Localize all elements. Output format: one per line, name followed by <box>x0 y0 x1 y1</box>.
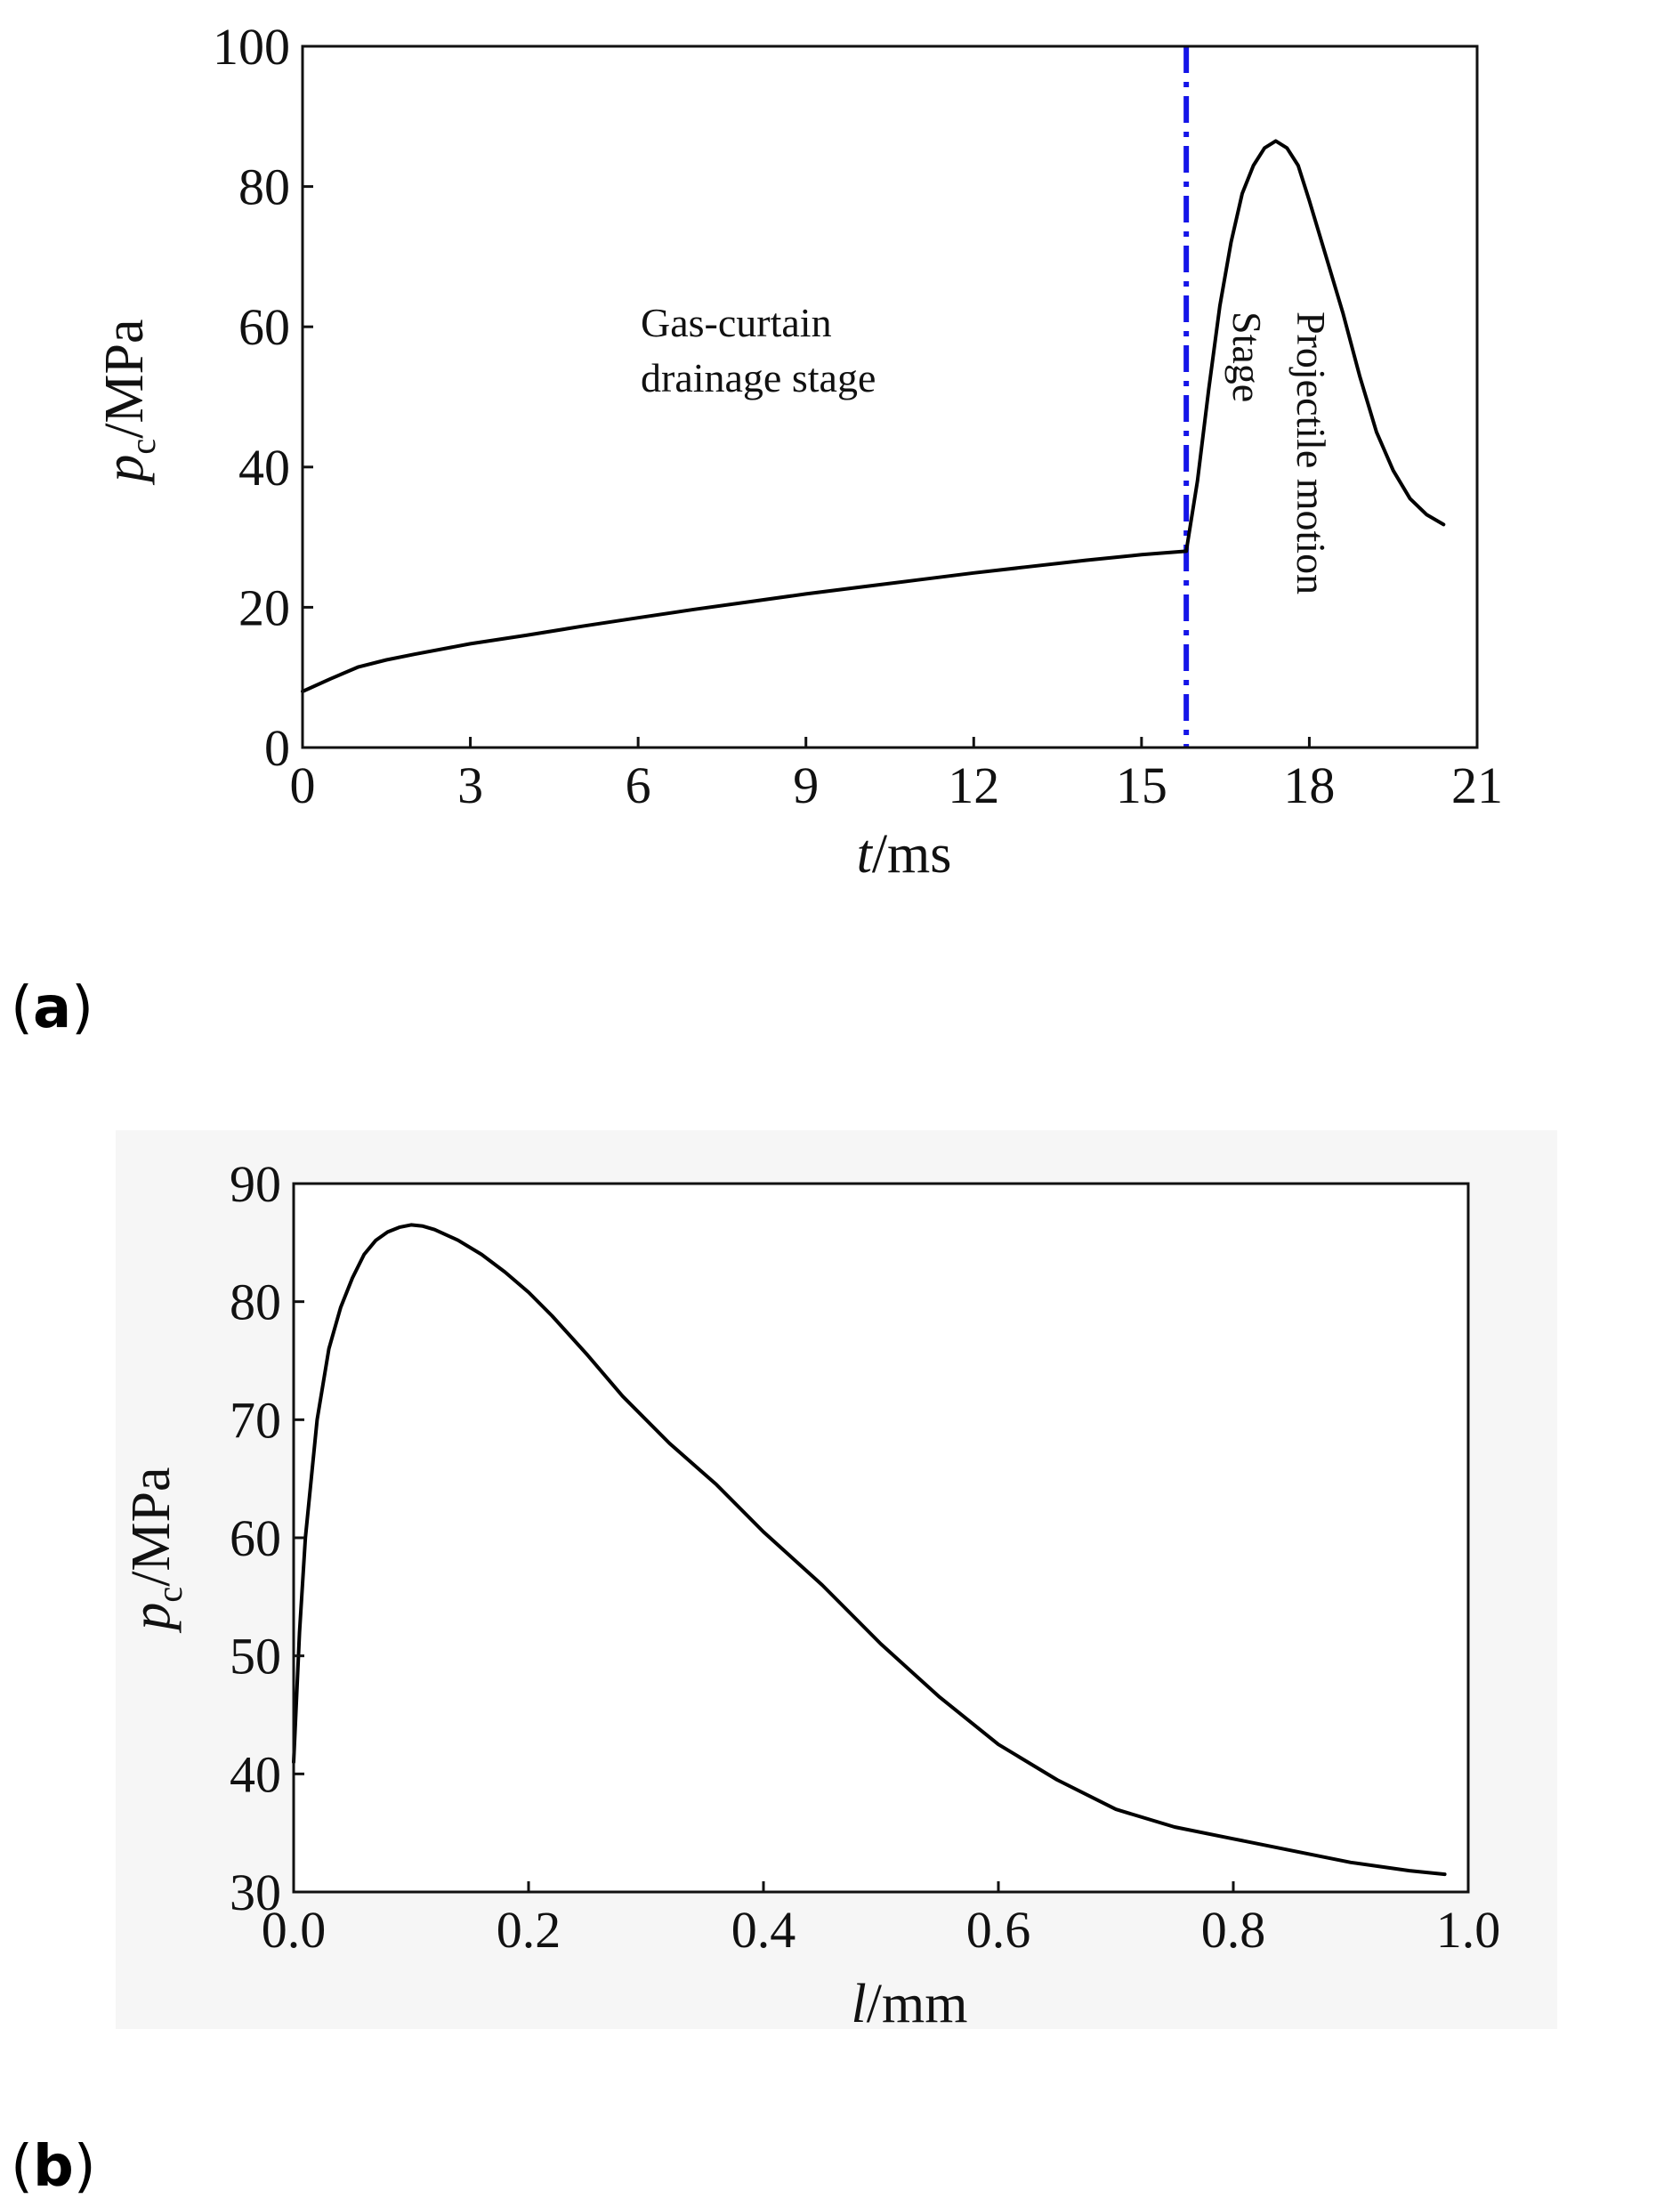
panel-label-a-open: ( <box>11 975 33 1041</box>
panel-label-a: (a) <box>11 975 93 1041</box>
b-y-tick-label: 70 <box>230 1391 281 1449</box>
b-y-tick-label: 50 <box>230 1628 281 1686</box>
a-x-tick-label: 9 <box>793 756 819 814</box>
chart-a-plot-frame <box>301 44 1479 749</box>
chart-a-y-axis-label: pc/MPa <box>94 319 163 485</box>
a-x-tick-label: 18 <box>1283 756 1335 814</box>
a-y-tick-label: 0 <box>264 719 290 777</box>
chart-a-x-axis-var: t <box>857 824 874 885</box>
annotation-gas-curtain-line1: Gas-curtain <box>641 300 832 345</box>
b-x-tick-label: 0.0 <box>262 1901 327 1959</box>
b-y-tick-label: 40 <box>230 1745 281 1803</box>
a-y-tick-label: 40 <box>238 439 290 497</box>
b-y-tick-label: 60 <box>230 1509 281 1567</box>
a-y-tick-label: 20 <box>238 578 290 636</box>
a-x-tick-label: 6 <box>626 756 651 814</box>
chart-a-y-axis-var: p <box>94 455 155 486</box>
b-y-tick-label: 80 <box>230 1273 281 1331</box>
chart-b-x-axis-unit: /mm <box>867 1974 968 2034</box>
chart-a: Gas-curtain drainage stage Projectile mo… <box>0 0 1680 890</box>
panel-label-a-close: ) <box>71 975 93 1041</box>
b-y-tick-label: 30 <box>230 1863 281 1921</box>
chart-b-plot-area <box>294 1184 1468 1892</box>
chart-b-y-axis-unit: /MPa <box>121 1467 182 1586</box>
b-x-tick-label: 0.2 <box>497 1901 561 1959</box>
a-x-tick-label: 21 <box>1451 756 1503 814</box>
a-series-line-pressure <box>301 139 1446 693</box>
b-y-tick-label: 90 <box>230 1155 281 1213</box>
a-y-tick-label: 80 <box>238 158 290 216</box>
a-x-tick-label: 12 <box>948 756 999 814</box>
chart-a-y-axis-sub: c <box>123 439 163 455</box>
b-x-tick-label: 0.6 <box>966 1901 1031 1959</box>
a-x-tick-label: 0 <box>290 756 316 814</box>
b-x-tick-label: 1.0 <box>1436 1901 1501 1959</box>
b-x-tick-label: 0.4 <box>731 1901 796 1959</box>
panel-label-b-close: ) <box>74 2134 96 2200</box>
chart-b-y-axis-sub: c <box>149 1587 190 1603</box>
a-y-tick-label: 100 <box>213 18 290 76</box>
chart-a-background <box>0 0 1680 890</box>
annotation-projectile-line2: Stage <box>1224 311 1270 402</box>
chart-b-x-axis-label: l/mm <box>852 1974 968 2034</box>
panel-label-b: (b) <box>11 2134 96 2200</box>
panel-label-b-open: ( <box>11 2134 33 2200</box>
chart-b: 0.0 0.2 0.4 0.6 0.8 1.0 30 40 50 60 70 80 90 l/mm pc… <box>116 1130 1557 2034</box>
a-x-tick-label: 3 <box>457 756 483 814</box>
annotation-gas-curtain-line2: drainage stage <box>641 355 876 400</box>
a-x-tick-label: 15 <box>1116 756 1167 814</box>
chart-b-y-axis-label: pc/MPa <box>121 1467 190 1633</box>
a-y-tick-label: 60 <box>238 298 290 356</box>
chart-a-x-axis-label: t/ms <box>857 824 952 885</box>
b-x-tick-label: 0.8 <box>1201 1901 1266 1959</box>
chart-b-x-axis-var: l <box>852 1974 867 2034</box>
chart-a-x-axis-unit: /ms <box>872 824 952 885</box>
panel-label-b-letter: b <box>33 2134 74 2200</box>
panel-label-a-letter: a <box>33 975 71 1041</box>
b-series-line-pressure <box>292 1223 1447 1877</box>
chart-b-y-axis-var: p <box>121 1603 182 1634</box>
annotation-projectile-line1: Projectile motion <box>1288 311 1334 594</box>
chart-a-y-axis-unit: /MPa <box>94 319 155 438</box>
